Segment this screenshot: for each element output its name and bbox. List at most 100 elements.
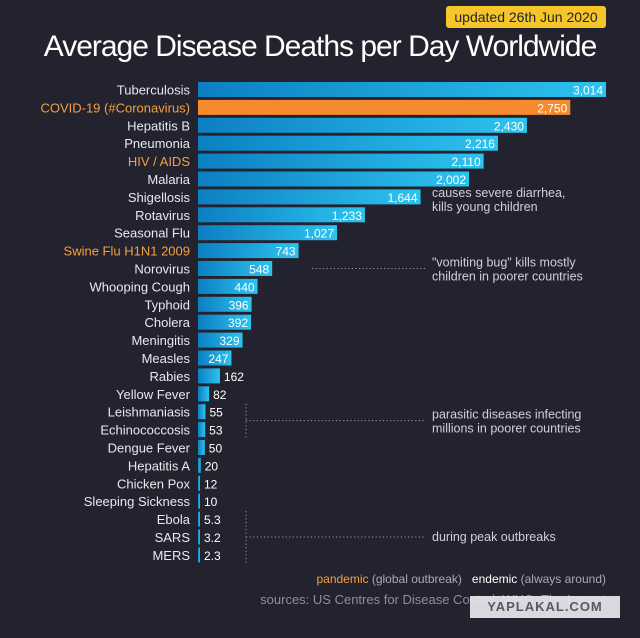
category-label-echinococcosis: Echinococcosis [100, 423, 190, 438]
value-label-chicken-pox: 12 [204, 477, 218, 491]
bar-ebola [198, 511, 200, 527]
bar-echinococcosis [198, 422, 206, 438]
category-label-chicken-pox: Chicken Pox [117, 476, 190, 491]
category-label-rotavirus: Rotavirus [135, 208, 190, 223]
bar-meningitis [198, 332, 243, 348]
bar-cholera [198, 314, 252, 330]
bar-rabies [198, 368, 220, 384]
value-label-leishmaniasis: 55 [209, 406, 223, 420]
bar-rotavirus [198, 207, 365, 223]
category-label-tuberculosis: Tuberculosis [117, 83, 191, 98]
category-label-yellow-fever: Yellow Fever [116, 387, 191, 402]
annotation-text-1-1: causes severe diarrhea, [432, 186, 565, 200]
annotation-text-2-1: "vomiting bug" kills mostly [432, 256, 576, 270]
bar-typhoid [198, 296, 252, 312]
category-label-hepatitis-b: Hepatitis B [127, 118, 190, 133]
value-label-malaria: 2,002 [436, 173, 466, 187]
bar-mers [198, 547, 200, 563]
bar-hepatitis-b [198, 117, 527, 133]
annotations-layer: causes severe diarrhea,kills young child… [245, 186, 583, 563]
category-label-whooping-cough: Whooping Cough [90, 279, 190, 294]
value-label-rabies: 162 [224, 370, 244, 384]
value-label-covid-19-coronavirus: 2,750 [537, 101, 567, 115]
value-label-norovirus: 548 [249, 263, 269, 277]
value-label-tuberculosis: 3,014 [573, 84, 603, 98]
annotation-text-4-1: during peak outbreaks [432, 530, 556, 544]
category-label-sars: SARS [155, 530, 191, 545]
legend-endemic: endemic [471, 572, 518, 586]
annotation-4: during peak outbreaks [245, 511, 556, 563]
bar-pneumonia [198, 135, 498, 151]
value-label-shigellosis: 1,644 [388, 191, 418, 205]
category-label-malaria: Malaria [147, 172, 190, 187]
category-label-swine-flu-h1n1-2009: Swine Flu H1N1 2009 [64, 244, 190, 259]
value-label-mers: 2.3 [204, 549, 221, 563]
bar-swine-flu-h1n1-2009 [198, 243, 299, 259]
chart-title: Average Disease Deaths per Day Worldwide [43, 30, 598, 63]
category-label-dengue-fever: Dengue Fever [108, 441, 191, 456]
bars-layer: Tuberculosis 3,014 COVID-19 (#Coronavirus)… [40, 82, 606, 563]
value-label-hepatitis-b: 2,430 [494, 119, 524, 133]
bar-covid-19-coronavirus [198, 99, 571, 115]
category-label-mers: MERS [152, 548, 190, 563]
category-label-measles: Measles [142, 351, 191, 366]
value-label-hiv-aids: 2,110 [451, 155, 480, 169]
value-label-sleeping-sickness: 10 [204, 495, 218, 509]
value-label-cholera: 392 [228, 316, 248, 330]
watermark: YAPLAKAL.COM [470, 596, 620, 618]
annotation-text-1-2: kills young children [432, 200, 538, 214]
value-label-meningitis: 329 [220, 334, 240, 348]
value-label-typhoid: 396 [229, 298, 249, 312]
category-label-shigellosis: Shigellosis [128, 190, 191, 205]
value-label-measles: 247 [208, 352, 228, 366]
category-label-hepatitis-a: Hepatitis A [128, 458, 190, 473]
annotation-text-3-1: parasitic diseases infecting [432, 408, 581, 422]
category-label-norovirus: Norovirus [134, 262, 190, 277]
value-label-ebola: 5.3 [204, 513, 221, 527]
value-label-swine-flu-h1n1-2009: 743 [276, 245, 296, 259]
legend-pandemic: pandemic [316, 572, 369, 586]
category-label-ebola: Ebola [157, 512, 191, 527]
category-label-sleeping-sickness: Sleeping Sickness [84, 494, 191, 509]
value-label-rotavirus: 1,233 [332, 209, 362, 223]
value-label-echinococcosis: 53 [209, 424, 223, 438]
bar-hepatitis-a [198, 457, 201, 473]
bar-whooping-cough [198, 278, 258, 294]
value-label-yellow-fever: 82 [213, 388, 227, 402]
category-label-typhoid: Typhoid [144, 297, 190, 312]
bar-sars [198, 529, 200, 545]
category-label-hiv-aids: HIV / AIDS [128, 154, 190, 169]
bar-dengue-fever [198, 440, 205, 455]
value-label-pneumonia: 2,216 [465, 137, 495, 151]
bar-tuberculosis [198, 82, 606, 97]
category-label-covid-19-coronavirus: COVID-19 (#Coronavirus) [40, 100, 190, 115]
value-label-hepatitis-a: 20 [205, 459, 219, 473]
legend-pandemic-desc: (global outbreak) [371, 572, 462, 586]
bar-chicken-pox [198, 475, 200, 491]
bar-seasonal-flu [198, 225, 338, 241]
bar-sleeping-sickness [198, 493, 200, 509]
bar-shigellosis [198, 189, 421, 205]
annotation-text-3-2: millions in poorer countries [432, 422, 581, 436]
legend: pandemic (global outbreak) endemic (alwa… [0, 572, 606, 586]
bar-yellow-fever [198, 386, 210, 402]
bar-measles [198, 350, 232, 366]
value-label-seasonal-flu: 1,027 [304, 227, 334, 241]
category-label-pneumonia: Pneumonia [124, 136, 191, 151]
bar-norovirus [198, 261, 273, 276]
annotation-text-2-2: children in poorer countries [432, 270, 583, 284]
bar-hiv-aids [198, 153, 484, 169]
category-label-leishmaniasis: Leishmaniasis [108, 405, 191, 420]
updated-badge: updated 26th Jun 2020 [446, 6, 606, 28]
annotation-1: causes severe diarrhea,kills young child… [432, 186, 565, 214]
bar-leishmaniasis [198, 404, 206, 420]
value-label-dengue-fever: 50 [209, 442, 223, 456]
value-label-sars: 3.2 [204, 531, 221, 545]
bar-malaria [198, 171, 470, 187]
category-label-cholera: Cholera [144, 315, 190, 330]
legend-endemic-desc: (always around) [520, 572, 606, 586]
